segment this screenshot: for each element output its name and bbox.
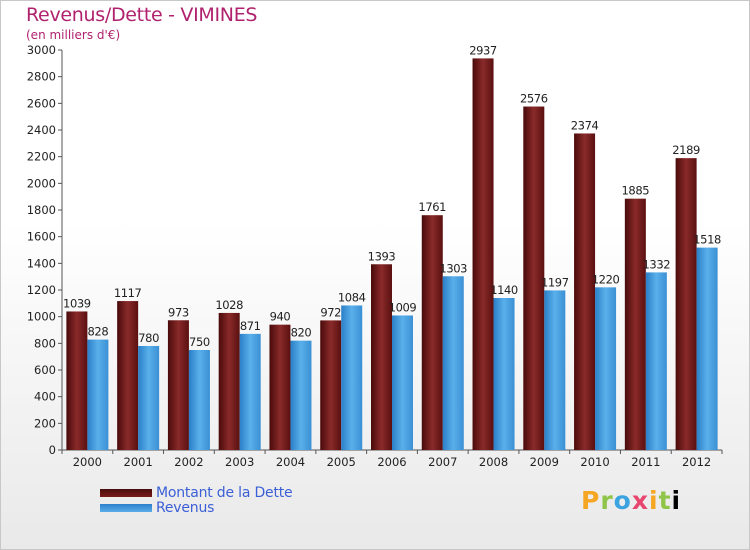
chart-axes: 0 200 400 600 800 1000 1200 1400 1600 1800 2000 220…	[27, 43, 723, 469]
bar-revenue	[595, 287, 617, 450]
y-tick-label: 1200	[27, 283, 56, 297]
data-label-debt: 1393	[368, 249, 396, 263]
data-label-debt: 940	[270, 310, 291, 324]
bar-debt	[66, 311, 88, 450]
y-tick-label: 2400	[27, 123, 56, 137]
data-label-revenue: 1009	[389, 300, 417, 314]
bar-revenue	[442, 276, 464, 450]
data-label-revenue: 871	[240, 319, 261, 333]
y-tick-label: 1000	[27, 310, 56, 324]
x-tick-label: 2006	[377, 455, 406, 469]
data-label-revenue: 828	[88, 325, 109, 339]
x-tick-label: 2012	[682, 455, 711, 469]
data-label-debt: 1028	[215, 298, 243, 312]
data-label-revenue: 1197	[541, 275, 569, 289]
y-tick-label: 800	[34, 336, 56, 350]
data-label-revenue: 1303	[439, 261, 467, 275]
y-tick-label: 0	[49, 443, 56, 457]
bar-revenue	[290, 340, 312, 450]
bar-debt	[421, 215, 443, 450]
y-tick-label: 1600	[27, 230, 56, 244]
legend-label-revenue: Revenus	[156, 499, 215, 516]
data-label-debt: 2576	[520, 92, 548, 106]
bar-debt	[523, 106, 545, 451]
legend-label-debt: Montant de la Dette	[156, 484, 293, 501]
y-tick-label: 400	[34, 390, 56, 404]
legend-item-revenue: Revenus	[100, 499, 292, 516]
data-label-debt: 2937	[469, 43, 497, 57]
x-tick-label: 2002	[174, 455, 203, 469]
x-tick-label: 2008	[479, 455, 508, 469]
x-tick-label: 2005	[327, 455, 356, 469]
bar-debt	[167, 320, 189, 450]
chart-subtitle: (en milliers d'€)	[26, 28, 121, 42]
legend-swatch-debt	[100, 488, 152, 497]
data-label-revenue: 780	[138, 331, 159, 345]
y-tick-label: 2200	[27, 150, 56, 164]
bar-revenue	[239, 333, 261, 450]
data-label-revenue: 1084	[338, 290, 366, 304]
data-label-revenue: 820	[291, 326, 312, 340]
data-label-revenue: 1332	[643, 257, 671, 271]
bar-debt	[218, 312, 240, 450]
bar-revenue	[188, 350, 210, 450]
bar-debt	[574, 133, 596, 450]
x-tick-label: 2011	[631, 455, 660, 469]
bar-revenue	[544, 290, 566, 450]
bar-revenue	[392, 315, 413, 450]
data-label-debt: 1761	[418, 200, 446, 214]
bar-debt	[371, 264, 392, 450]
x-tick-label: 2001	[124, 455, 153, 469]
data-label-debt: 2189	[672, 143, 700, 157]
legend-swatch-revenue	[100, 503, 152, 512]
data-label-debt: 1885	[622, 184, 650, 198]
bar-debt	[675, 158, 697, 450]
legend-item-debt: Montant de la Dette	[100, 484, 293, 501]
legend: Montant de la Dette Revenus	[100, 484, 293, 516]
x-tick-label: 2004	[276, 455, 305, 469]
bar-debt	[269, 324, 291, 450]
y-tick-label: 200	[34, 416, 56, 430]
bar-revenue	[493, 298, 515, 450]
bar-debt	[472, 58, 494, 451]
x-tick-label: 2000	[73, 455, 102, 469]
bar-debt	[117, 301, 139, 450]
x-tick-label: 2007	[428, 455, 457, 469]
bar-debt	[624, 198, 646, 450]
data-label-revenue: 1518	[693, 233, 721, 247]
data-label-debt: 2374	[571, 118, 599, 132]
x-tick-label: 2009	[530, 455, 559, 469]
data-label-revenue: 750	[189, 335, 210, 349]
data-label-debt: 1039	[63, 296, 91, 310]
y-tick-label: 2000	[27, 176, 56, 190]
y-tick-label: 600	[34, 363, 56, 377]
x-tick-label: 2003	[225, 455, 254, 469]
y-tick-label: 1800	[27, 203, 56, 217]
data-label-revenue: 1220	[592, 272, 620, 286]
chart-bars	[66, 58, 718, 451]
data-label-debt: 972	[320, 305, 341, 319]
bar-revenue	[645, 272, 667, 450]
data-label-debt: 973	[168, 305, 189, 319]
y-tick-label: 2600	[27, 96, 56, 110]
bar-revenue	[87, 339, 109, 450]
proxiti-logo: Proxiti	[581, 486, 682, 515]
bar-debt	[320, 320, 342, 450]
data-label-revenue: 1140	[490, 283, 518, 297]
x-tick-label: 2010	[580, 455, 609, 469]
bar-revenue	[696, 247, 718, 450]
y-tick-label: 2800	[27, 70, 56, 84]
y-tick-label: 3000	[27, 43, 56, 57]
data-label-debt: 1117	[114, 286, 142, 300]
chart-title: Revenus/Dette - VIMINES	[26, 4, 258, 26]
y-tick-label: 1400	[27, 256, 56, 270]
bar-revenue	[138, 346, 160, 450]
bar-revenue	[341, 305, 363, 450]
